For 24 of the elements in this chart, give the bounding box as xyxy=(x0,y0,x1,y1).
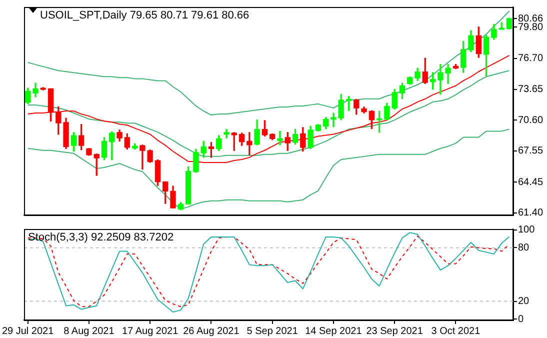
x-tick-label: 17 Aug 2021 xyxy=(122,326,179,337)
y-tick-label: 80 xyxy=(518,242,530,254)
candlestick xyxy=(277,130,283,146)
y-tick-label: 64.45 xyxy=(518,176,544,188)
x-tick-label: 26 Aug 2021 xyxy=(183,326,240,337)
y-tick-label: 0 xyxy=(518,314,524,325)
x-tick-label: 8 Aug 2021 xyxy=(64,326,115,337)
x-tick-label: 3 Oct 2021 xyxy=(431,326,481,337)
x-tick-label: 5 Sep 2021 xyxy=(246,326,298,337)
y-tick-label: 70.60 xyxy=(518,114,544,126)
y-tick-label: 67.55 xyxy=(518,146,544,157)
y-tick-label: 80.66 xyxy=(518,13,544,24)
chart-title: USOIL_SPT,Daily 79.65 80.71 79.61 80.66 xyxy=(40,10,250,22)
y-tick-label: 100 xyxy=(518,224,536,236)
y-tick-label: 76.70 xyxy=(518,53,544,64)
x-tick-label: 23 Sep 2021 xyxy=(366,326,424,337)
y-tick-label: 61.40 xyxy=(518,208,544,219)
y-tick-label: 79.80 xyxy=(518,22,544,33)
y-tick-label: 73.65 xyxy=(518,84,544,96)
y-tick-label: 20 xyxy=(518,296,530,308)
candlestick xyxy=(330,112,336,128)
x-tick-label: 29 Jul 2021 xyxy=(2,326,54,337)
x-tick-label: 14 Sep 2021 xyxy=(305,326,362,337)
chart-title: Stoch(5,3,3) 92.2509 83.7202 xyxy=(28,232,174,244)
